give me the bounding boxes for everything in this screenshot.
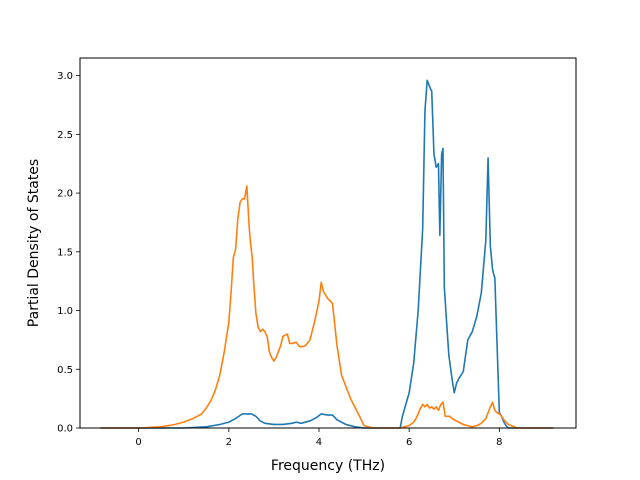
- y-tick-label: 1.0: [57, 306, 73, 317]
- y-tick-label: 3.0: [57, 71, 73, 82]
- x-axis-label: Frequency (THz): [271, 458, 385, 474]
- x-tick-label: 4: [316, 437, 322, 448]
- y-axis-label: Partial Density of States: [26, 159, 42, 327]
- plot-frame: [79, 57, 577, 429]
- x-tick-label: 2: [226, 437, 232, 448]
- y-tick-label: 1.5: [57, 247, 73, 258]
- x-tick-label: 6: [406, 437, 412, 448]
- plot-background: [80, 58, 576, 428]
- x-tick-label: 8: [496, 437, 502, 448]
- x-axis-ticks: 0 2 4 6 8: [135, 428, 503, 448]
- series-layer: [100, 79, 554, 429]
- x-tick-label: 0: [135, 437, 141, 448]
- y-tick-label: 2.5: [57, 130, 73, 141]
- y-tick-label: 0.0: [57, 424, 73, 435]
- y-tick-label: 0.5: [57, 365, 73, 376]
- series-line-2: [100, 185, 554, 429]
- y-axis-ticks: 0.0 0.5 1.0 1.5 2.0 2.5 3.0: [57, 71, 80, 435]
- series-line-1: [100, 79, 554, 429]
- y-tick-label: 2.0: [57, 189, 73, 200]
